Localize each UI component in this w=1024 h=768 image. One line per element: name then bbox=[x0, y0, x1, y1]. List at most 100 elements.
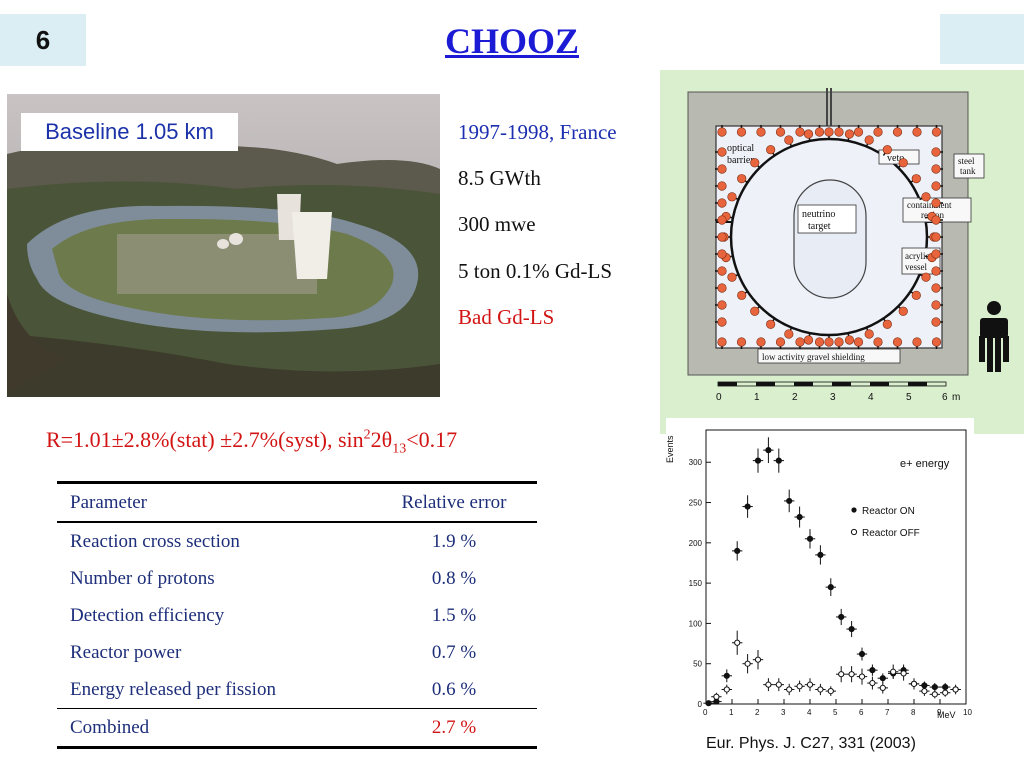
pmt-icon bbox=[766, 318, 776, 329]
spec-electric-power: 300 mwe bbox=[458, 212, 536, 236]
pmt-icon bbox=[912, 125, 922, 137]
x-tick-label: 1 bbox=[729, 708, 734, 717]
x-tick-label: 9 bbox=[937, 708, 942, 717]
scale-tick-2: 2 bbox=[792, 392, 798, 403]
data-point-reactor-on bbox=[754, 457, 762, 464]
pmt-icon bbox=[910, 174, 921, 184]
data-point-reactor-on bbox=[848, 625, 855, 633]
y-tick-label: 50 bbox=[693, 660, 702, 669]
x-tick-label: 2 bbox=[755, 708, 760, 717]
legend-marker-reactor-on bbox=[851, 507, 857, 513]
x-tick-label: 7 bbox=[885, 708, 890, 717]
table-header-row: Parameter Relative error bbox=[57, 481, 537, 523]
pmt-icon bbox=[864, 135, 874, 147]
x-tick-label: 3 bbox=[781, 708, 786, 717]
data-point-reactor-off bbox=[869, 679, 876, 687]
pmt-icon bbox=[784, 327, 794, 339]
pmt-icon bbox=[910, 290, 921, 300]
data-point-reactor-on bbox=[806, 535, 814, 542]
data-point-reactor-on bbox=[827, 584, 834, 591]
data-point-reactor-on bbox=[775, 457, 782, 464]
containment-region-label: containment bbox=[907, 200, 952, 210]
pmt-icon bbox=[715, 232, 727, 242]
pmt-icon bbox=[715, 266, 727, 276]
error-cell: 0.7 % bbox=[431, 641, 477, 663]
table-row: Reaction cross section 1.9 % bbox=[57, 522, 537, 560]
optical-barrier-label: optical bbox=[727, 143, 754, 154]
data-point-reactor-off bbox=[827, 688, 834, 695]
data-point-reactor-off bbox=[910, 680, 918, 687]
spec-thermal-power: 8.5 GWth bbox=[458, 166, 541, 190]
pmt-icon bbox=[844, 129, 855, 142]
x-tick-label: 0 bbox=[703, 708, 708, 717]
scale-tick-0: 0 bbox=[716, 392, 722, 403]
pmt-icon bbox=[931, 164, 943, 174]
pmt-icon bbox=[715, 147, 727, 157]
y-tick-label: 100 bbox=[689, 619, 703, 628]
pmt-icon bbox=[766, 145, 776, 156]
scale-unit: m bbox=[952, 392, 960, 403]
y-tick-label: 0 bbox=[698, 700, 703, 709]
error-cell: 1.9 % bbox=[431, 530, 477, 552]
table-row-combined: Combined 2.7 % bbox=[57, 708, 537, 749]
pmt-icon bbox=[931, 232, 943, 242]
slide-number-box: 6 bbox=[0, 14, 86, 66]
table-row: Number of protons 0.8 % bbox=[57, 560, 537, 597]
pmt-icon bbox=[882, 145, 892, 156]
pmt-icon bbox=[795, 125, 805, 137]
legend-label-reactor-off: Reactor OFF bbox=[862, 528, 920, 539]
error-cell: 1.5 % bbox=[431, 604, 477, 626]
data-point-reactor-on bbox=[786, 497, 793, 505]
power-plant-photo bbox=[7, 94, 440, 397]
pmt-icon bbox=[919, 192, 931, 202]
x-tick-label: 8 bbox=[911, 708, 916, 717]
spec-note: Bad Gd-LS bbox=[458, 305, 555, 329]
chart-title: e+ energy bbox=[900, 458, 950, 470]
data-point-reactor-off bbox=[879, 684, 886, 691]
data-point-reactor-on bbox=[705, 700, 712, 707]
spec-period: 1997-1998, France bbox=[458, 120, 617, 144]
pmt-icon bbox=[795, 337, 805, 349]
detector-diagram: optical barrier veto steel tank neutrino… bbox=[660, 70, 1024, 434]
data-point-reactor-off bbox=[734, 639, 741, 646]
scale-tick-3: 3 bbox=[830, 392, 836, 403]
pmt-icon bbox=[814, 125, 825, 137]
person-icon bbox=[979, 301, 1009, 372]
pmt-icon bbox=[784, 135, 794, 147]
data-point-reactor-on bbox=[765, 447, 772, 454]
data-point-reactor-off bbox=[786, 686, 793, 693]
column-header-relative-error: Relative error bbox=[371, 481, 537, 523]
data-point-reactor-off bbox=[838, 671, 845, 678]
pmt-icon bbox=[727, 192, 739, 202]
pmt-icon bbox=[803, 332, 814, 345]
pmt-icon bbox=[717, 337, 727, 349]
svg-text:target: target bbox=[808, 221, 831, 232]
pmt-icon bbox=[919, 272, 931, 282]
combined-label: Combined bbox=[57, 708, 371, 749]
pmt-icon bbox=[931, 337, 942, 349]
oscillation-result: R=1.01±2.8%(stat) ±2.7%(syst), sin22θ13<… bbox=[46, 427, 458, 457]
data-point-reactor-on bbox=[869, 667, 876, 674]
pmt-icon bbox=[715, 215, 727, 225]
pmt-icon bbox=[931, 300, 943, 310]
pmt-icon bbox=[931, 125, 942, 137]
pmt-icon bbox=[737, 290, 748, 300]
x-tick-label: 5 bbox=[833, 708, 838, 717]
data-point-reactor-off bbox=[754, 656, 762, 663]
table-row: Reactor power 0.7 % bbox=[57, 634, 537, 671]
pmt-icon bbox=[931, 181, 943, 191]
x-tick-label: 6 bbox=[859, 708, 864, 717]
photomultiplier-tubes bbox=[715, 125, 943, 349]
svg-text:vessel: vessel bbox=[905, 262, 927, 272]
y-tick-label: 200 bbox=[689, 539, 703, 548]
data-point-reactor-on bbox=[879, 675, 886, 682]
slide-title: CHOOZ bbox=[444, 21, 579, 61]
pmt-icon bbox=[715, 198, 727, 208]
svg-text:barrier: barrier bbox=[727, 155, 754, 166]
data-point-reactor-on bbox=[931, 683, 938, 691]
pmt-icon bbox=[897, 158, 908, 169]
parameter-cell: Detection efficiency bbox=[70, 604, 225, 626]
pmt-icon bbox=[834, 337, 844, 349]
data-point-reactor-on bbox=[796, 513, 803, 521]
data-point-reactor-on bbox=[723, 672, 730, 679]
